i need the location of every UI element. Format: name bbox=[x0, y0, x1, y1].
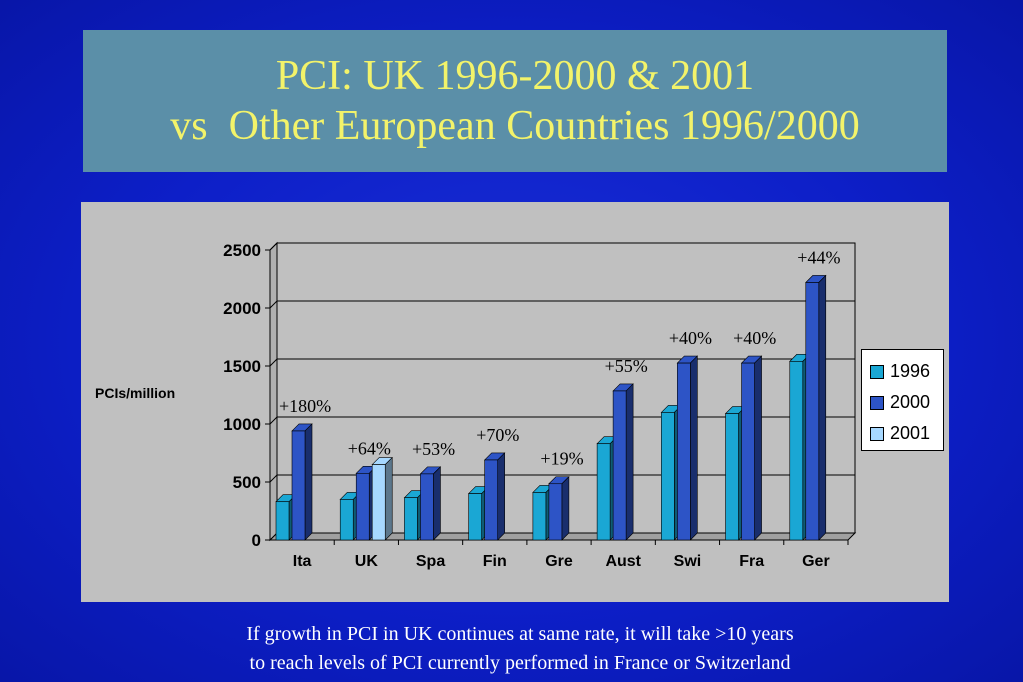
legend-swatch-2000 bbox=[870, 395, 884, 410]
x-tick-label: Swi bbox=[674, 553, 702, 570]
bar-2000-Swi bbox=[677, 362, 691, 541]
chart-side-wall bbox=[269, 241, 278, 542]
x-tick-label: Ger bbox=[802, 553, 830, 570]
bar-1996-Swi bbox=[661, 412, 675, 541]
legend-item-2000: 2000 bbox=[870, 387, 943, 418]
growth-annotation: +180% bbox=[279, 396, 331, 416]
gridline-side bbox=[269, 242, 278, 251]
bar-2000-Ger bbox=[805, 282, 820, 541]
legend-swatch-2001 bbox=[870, 426, 884, 441]
title-line-2: vs Other European Countries 1996/2000 bbox=[170, 103, 860, 149]
growth-annotation: +55% bbox=[605, 356, 648, 376]
bar-1996-Ita bbox=[275, 501, 290, 541]
bar-side bbox=[497, 452, 505, 541]
y-tick-label: 0 bbox=[252, 531, 261, 550]
x-tick-label: Fra bbox=[739, 553, 764, 570]
x-tick-label: Fin bbox=[483, 553, 507, 570]
legend-item-2001: 2001 bbox=[870, 418, 943, 449]
bar-2000-Fra bbox=[741, 362, 755, 541]
y-tick-label: 2000 bbox=[223, 299, 261, 318]
bar-2000-Fin bbox=[484, 459, 498, 541]
footnote-line-1: If growth in PCI in UK continues at same… bbox=[246, 623, 794, 645]
gridline-side bbox=[269, 358, 278, 367]
bar-2000-Ita bbox=[291, 430, 306, 541]
chart-legend: 1996 2000 2001 bbox=[861, 349, 944, 451]
bar-chart: 0 500 1000 1500 2000 2500 Ita +180% UK +64% Spa +53… bbox=[223, 241, 857, 570]
growth-annotation: +53% bbox=[412, 439, 455, 459]
growth-annotation: +44% bbox=[797, 247, 840, 267]
bar-side bbox=[625, 383, 634, 541]
x-tick-label: Aust bbox=[605, 553, 641, 570]
bar-side bbox=[690, 355, 698, 541]
y-tick-label: 2500 bbox=[223, 241, 261, 260]
bar-2001-UK bbox=[371, 464, 386, 541]
x-tick-label: Ita bbox=[293, 553, 312, 570]
bar-1996-Fin bbox=[468, 493, 482, 541]
gridline-side bbox=[269, 474, 278, 483]
legend-label-1996: 1996 bbox=[890, 361, 931, 381]
x-tick-label: Gre bbox=[545, 553, 573, 570]
bar-2000-Gre bbox=[548, 483, 563, 541]
growth-annotation: +64% bbox=[348, 438, 391, 458]
legend-item-1996: 1996 bbox=[870, 356, 943, 387]
bar-side bbox=[754, 355, 762, 541]
x-tick-label: Spa bbox=[416, 553, 445, 570]
growth-annotation: +40% bbox=[733, 328, 776, 348]
gridline-side bbox=[269, 416, 278, 425]
bar-side bbox=[818, 274, 827, 541]
bar-2000-UK bbox=[355, 472, 370, 541]
gridline-side bbox=[269, 300, 278, 309]
title-line-1: PCI: UK 1996-2000 & 2001 bbox=[275, 53, 755, 99]
bar-1996-Aust bbox=[596, 443, 611, 541]
bar-1996-UK bbox=[339, 499, 354, 541]
title-panel: PCI: UK 1996-2000 & 2001 vs Other Europe… bbox=[83, 30, 947, 172]
bar-side bbox=[384, 456, 393, 541]
x-tick-label: UK bbox=[355, 553, 379, 570]
legend-swatch-1996 bbox=[870, 364, 884, 379]
bar-1996-Ger bbox=[789, 361, 804, 541]
bar-1996-Gre bbox=[532, 492, 547, 541]
bar-side bbox=[304, 423, 313, 541]
legend-label-2001: 2001 bbox=[890, 423, 931, 443]
bar-1996-Fra bbox=[725, 413, 739, 541]
growth-annotation: +40% bbox=[669, 328, 712, 348]
bar-1996-Spa bbox=[404, 497, 418, 541]
footnote-line-2: to reach levels of PCI currently perform… bbox=[249, 652, 791, 674]
bar-2000-Aust bbox=[612, 390, 627, 541]
footnote: If growth in PCI in UK continues at same… bbox=[0, 620, 1023, 678]
bar-side bbox=[433, 466, 441, 541]
y-tick-label: 1500 bbox=[223, 357, 261, 376]
y-tick-label: 500 bbox=[233, 473, 261, 492]
y-tick-label: 1000 bbox=[223, 415, 261, 434]
growth-annotation: +19% bbox=[540, 449, 583, 469]
bar-2000-Spa bbox=[420, 473, 434, 541]
y-axis-label: PCIs/million bbox=[95, 385, 176, 401]
legend-label-2000: 2000 bbox=[890, 392, 931, 412]
growth-annotation: +70% bbox=[476, 425, 519, 445]
chart-panel: 0 500 1000 1500 2000 2500 Ita +180% UK +64% Spa +53… bbox=[81, 202, 949, 602]
bar-side bbox=[561, 476, 570, 541]
